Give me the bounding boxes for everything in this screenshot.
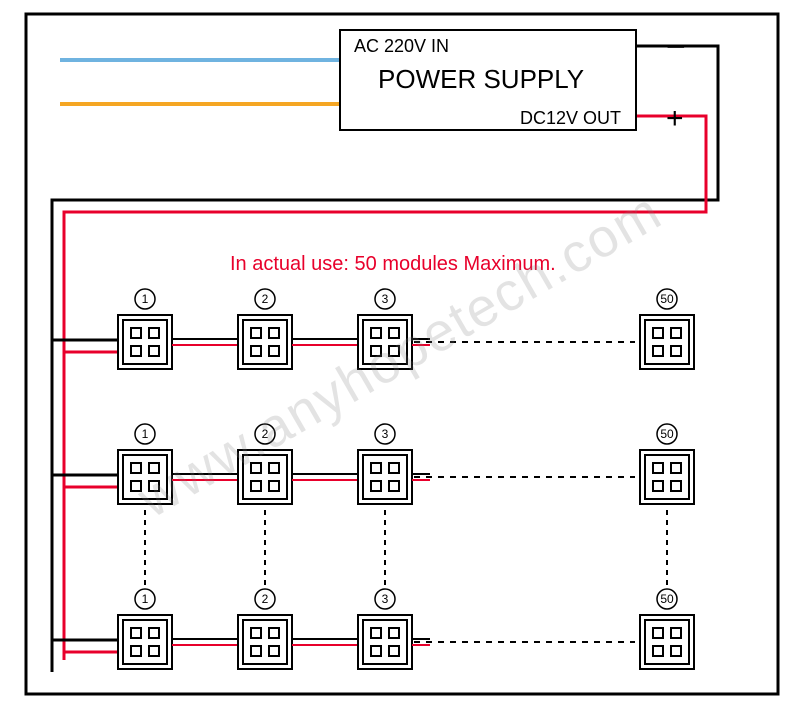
module-badge-num: 50 (660, 592, 674, 606)
module-r1-2: 3 (358, 424, 412, 504)
diagram-svg: AC 220V IN POWER SUPPLY DC12V OUT − + In actu… (0, 0, 800, 710)
module-badge-num: 1 (142, 592, 149, 606)
module-r0-2: 3 (358, 289, 412, 369)
module-badge-num: 1 (142, 427, 149, 441)
module-badge-num: 1 (142, 292, 149, 306)
module-r2-1: 2 (238, 589, 292, 669)
diagram-canvas: AC 220V IN POWER SUPPLY DC12V OUT − + In actu… (0, 0, 800, 710)
module-r0-0: 1 (118, 289, 172, 369)
module-r1-end: 50 (640, 424, 694, 504)
note-max-modules: In actual use: 50 modules Maximum. (230, 253, 556, 275)
module-badge-num: 50 (660, 427, 674, 441)
terminal-plus: + (666, 102, 684, 135)
label-power-supply: POWER SUPPLY (378, 64, 584, 94)
module-r0-1: 2 (238, 289, 292, 369)
module-r0-end: 50 (640, 289, 694, 369)
dc-positive-bus (64, 116, 706, 660)
module-badge-num: 3 (382, 427, 389, 441)
module-badge-num: 2 (262, 592, 269, 606)
module-r2-end: 50 (640, 589, 694, 669)
module-r2-0: 1 (118, 589, 172, 669)
module-badge-num: 50 (660, 292, 674, 306)
label-ac-in: AC 220V IN (354, 36, 449, 56)
module-badge-num: 3 (382, 592, 389, 606)
module-r1-1: 2 (238, 424, 292, 504)
module-r1-0: 1 (118, 424, 172, 504)
module-badge-num: 3 (382, 292, 389, 306)
label-dc-out: DC12V OUT (520, 108, 621, 128)
module-r2-2: 3 (358, 589, 412, 669)
module-badge-num: 2 (262, 427, 269, 441)
terminal-minus: − (666, 28, 686, 66)
module-badge-num: 2 (262, 292, 269, 306)
